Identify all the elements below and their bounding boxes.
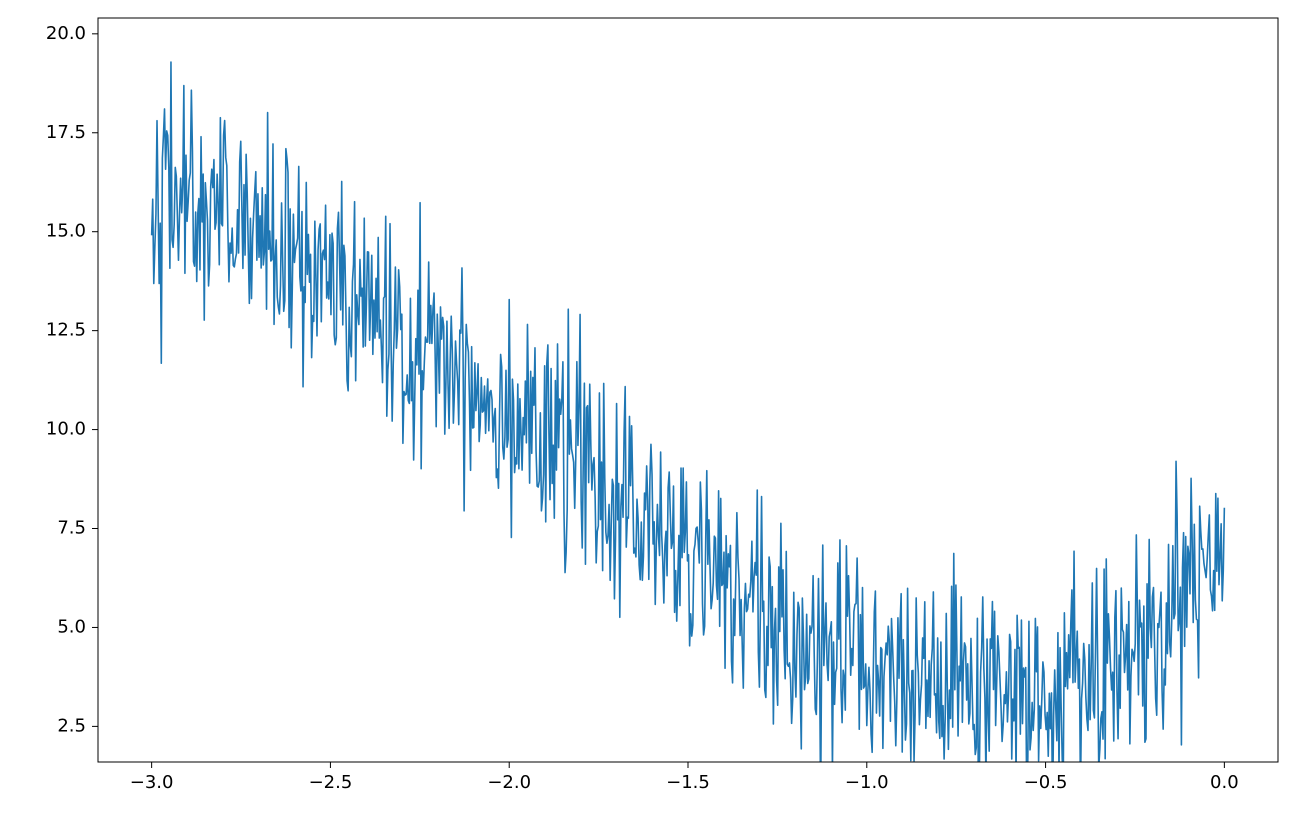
y-tick-label: 7.5	[57, 518, 86, 539]
x-tick-label: 0.0	[1210, 772, 1239, 793]
y-tick-label: 10.0	[46, 419, 86, 440]
x-tick-label: −1.0	[845, 772, 889, 793]
y-tick-label: 5.0	[57, 616, 86, 637]
y-tick-label: 12.5	[46, 320, 86, 341]
y-tick-label: 2.5	[57, 715, 86, 736]
y-tick-label: 15.0	[46, 221, 86, 242]
chart-svg: −3.0 −2.5 −2.0 −1.5 −1.0 −0.5 0.0 2.5 5.0 7.5 10.0…	[0, 0, 1306, 822]
x-tick-label: −2.5	[309, 772, 353, 793]
x-tick-label: −2.0	[487, 772, 531, 793]
y-tick-label: 17.5	[46, 122, 86, 143]
y-tick-label: 20.0	[46, 23, 86, 44]
x-tick-label: −1.5	[666, 772, 710, 793]
x-tick-label: −0.5	[1024, 772, 1068, 793]
x-tick-label: −3.0	[130, 772, 174, 793]
line-chart: −3.0 −2.5 −2.0 −1.5 −1.0 −0.5 0.0 2.5 5.0 7.5 10.0…	[0, 0, 1306, 822]
